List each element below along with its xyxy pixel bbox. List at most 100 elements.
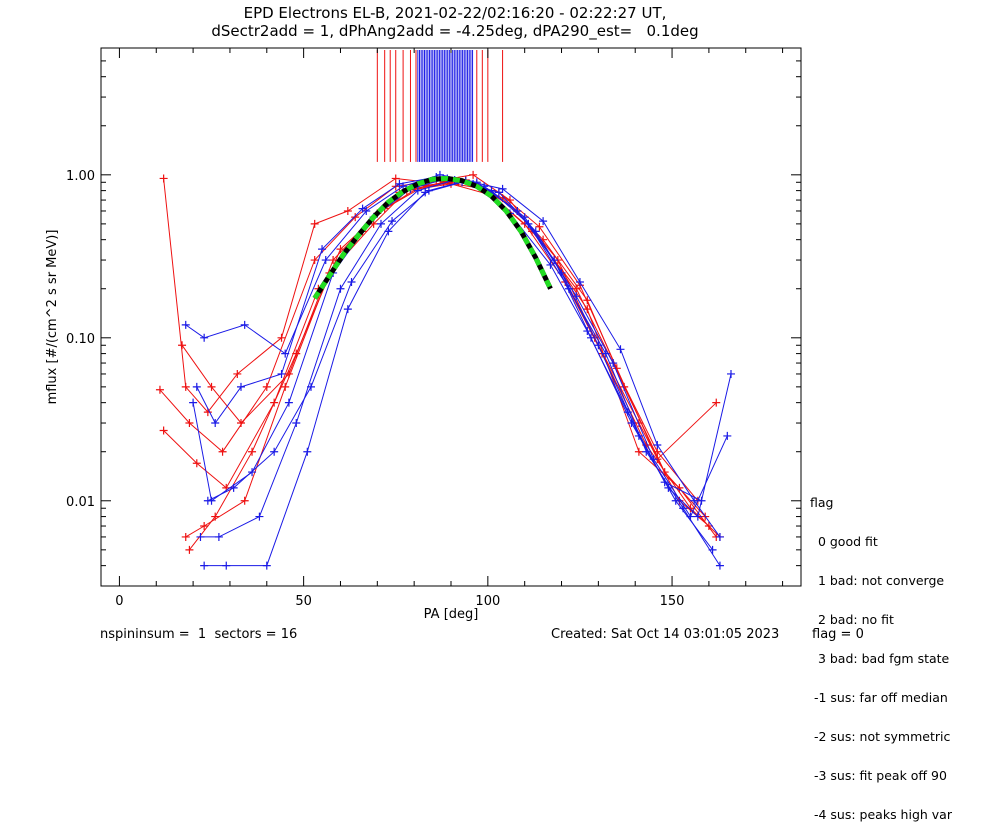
x-tick-label: 150 xyxy=(660,594,685,609)
x-tick-label: 50 xyxy=(295,594,312,609)
series-blue-11 xyxy=(203,176,724,541)
data-point xyxy=(307,382,315,391)
data-point xyxy=(693,512,702,521)
chart-title-line-2: dSectr2add = 1, dPhAng2add = -4.25deg, d… xyxy=(211,22,699,40)
data-point xyxy=(715,532,724,541)
legend-item: -4 sus: peaks high var xyxy=(810,807,952,822)
data-point xyxy=(155,385,164,394)
series-line xyxy=(163,181,721,538)
data-point xyxy=(712,398,721,407)
data-point xyxy=(277,369,286,378)
series-blue-10 xyxy=(192,172,706,505)
data-point xyxy=(284,398,293,407)
footer-spin-info: nspininsum = 1 sectors = 16 xyxy=(100,627,298,642)
y-tick-label: 0.01 xyxy=(66,495,95,510)
data-point xyxy=(535,222,544,231)
data-point xyxy=(240,320,249,329)
data-point xyxy=(715,561,724,570)
footer-created: Created: Sat Oct 14 03:01:05 2023 xyxy=(551,627,780,642)
data-point xyxy=(351,213,360,222)
data-point xyxy=(262,561,271,570)
data-point xyxy=(318,245,327,254)
data-point xyxy=(281,382,290,391)
series-blue-8 xyxy=(196,175,724,570)
x-axis-label: PA [deg] xyxy=(424,607,479,622)
data-point xyxy=(686,504,695,513)
x-tick-label: 100 xyxy=(475,594,500,609)
series-line xyxy=(185,183,699,538)
flag-legend: flag 0 good fit 1 bad: not converge 2 ba… xyxy=(810,470,952,834)
data-point xyxy=(686,512,695,521)
data-point xyxy=(218,447,227,456)
x-tick-label: 0 xyxy=(115,594,123,609)
data-point xyxy=(391,174,400,183)
series-line xyxy=(185,174,732,518)
fit-curve-outline xyxy=(312,175,553,300)
data-point xyxy=(185,545,194,554)
series-blue-7 xyxy=(189,174,717,554)
data-point xyxy=(196,532,205,541)
legend-item: 3 bad: bad fgm state xyxy=(810,651,950,666)
data-point xyxy=(207,382,216,391)
legend-item: 0 good fit xyxy=(810,534,878,549)
data-point xyxy=(616,345,625,354)
data-point xyxy=(546,260,555,269)
pitch-angle-plot: 0 50 100 150 0.01 0.10 1.00 PA [deg] mflux [#/… xyxy=(45,47,802,622)
data-point xyxy=(192,382,201,391)
data-point xyxy=(531,227,540,236)
legend-item: -3 sus: fit peak off 90 xyxy=(810,768,947,783)
legend-item: -1 sus: far off median xyxy=(810,690,948,705)
legend-item: 2 bad: no fit xyxy=(810,612,894,627)
data-point xyxy=(237,382,245,391)
data-point xyxy=(303,447,312,456)
legend-item: 1 bad: not converge xyxy=(810,573,945,588)
data-point xyxy=(233,369,242,378)
y-axis-label: mflux [#/(cm^2 s sr MeV)] xyxy=(45,230,60,405)
data-point xyxy=(159,174,168,183)
footer-flag: flag = 0 xyxy=(812,627,864,642)
data-point xyxy=(214,532,223,541)
data-point xyxy=(270,447,279,456)
data-point xyxy=(583,327,592,336)
data-point xyxy=(377,219,385,228)
data-point xyxy=(237,419,245,428)
data-point xyxy=(229,483,238,492)
data-point xyxy=(181,532,190,541)
data-point xyxy=(255,512,264,521)
series-red-3 xyxy=(181,179,702,541)
data-point xyxy=(575,277,584,286)
data-point xyxy=(178,341,187,350)
data-point xyxy=(469,170,478,179)
fit-curve-dashed xyxy=(312,175,553,300)
data-point xyxy=(189,398,198,407)
data-point xyxy=(310,256,319,265)
series-red-0 xyxy=(159,170,721,541)
data-point xyxy=(343,305,352,314)
data-point xyxy=(310,219,319,228)
series-line xyxy=(163,174,717,538)
series-red-1 xyxy=(155,176,713,531)
data-point xyxy=(321,256,330,265)
data-point xyxy=(347,277,356,286)
data-point xyxy=(200,522,209,531)
series-line xyxy=(189,179,706,551)
data-point xyxy=(358,204,367,213)
series-red-2 xyxy=(159,178,724,541)
data-point xyxy=(660,478,669,487)
data-point xyxy=(343,206,352,215)
data-point xyxy=(200,561,209,570)
data-series xyxy=(155,170,735,570)
data-point xyxy=(262,382,271,391)
y-tick-label: 1.00 xyxy=(66,169,95,184)
data-point xyxy=(181,382,190,391)
data-point xyxy=(292,419,301,428)
data-point xyxy=(211,512,220,521)
chart-title-line-1: EPD Electrons EL-B, 2021-02-22/02:16:20 … xyxy=(243,4,667,22)
data-point xyxy=(421,188,430,197)
legend-item: -2 sus: not symmetric xyxy=(810,729,951,744)
sector-marker-lines xyxy=(376,50,504,162)
series-blue-6 xyxy=(181,170,735,521)
data-point xyxy=(494,188,503,197)
data-point xyxy=(222,561,231,570)
data-point xyxy=(498,184,507,193)
